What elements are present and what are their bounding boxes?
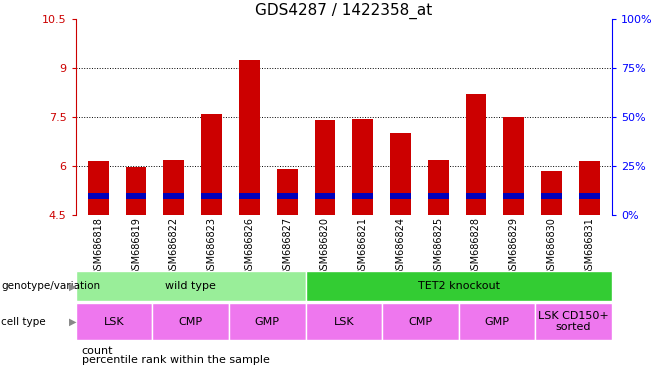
Bar: [315, 193, 336, 199]
Bar: [229, 303, 305, 340]
Bar: [88, 193, 109, 199]
Bar: [503, 117, 524, 215]
Text: LSK CD150+
sorted: LSK CD150+ sorted: [538, 311, 609, 333]
Text: LSK: LSK: [104, 316, 124, 327]
Bar: [390, 193, 411, 199]
Bar: [88, 161, 109, 215]
Text: genotype/variation: genotype/variation: [1, 281, 101, 291]
Bar: [76, 303, 152, 340]
Text: LSK: LSK: [334, 316, 354, 327]
Bar: [579, 193, 599, 199]
Bar: [579, 161, 599, 215]
Bar: [459, 303, 536, 340]
Bar: [201, 193, 222, 199]
Bar: [76, 271, 305, 301]
Bar: [466, 94, 486, 215]
Text: GSM686822: GSM686822: [169, 217, 179, 276]
Bar: [305, 271, 612, 301]
Text: percentile rank within the sample: percentile rank within the sample: [82, 355, 270, 365]
Bar: [201, 114, 222, 215]
Text: GSM686824: GSM686824: [395, 217, 405, 276]
Text: GSM686827: GSM686827: [282, 217, 292, 276]
Text: GSM686829: GSM686829: [509, 217, 519, 276]
Title: GDS4287 / 1422358_at: GDS4287 / 1422358_at: [255, 3, 432, 19]
Text: GMP: GMP: [255, 316, 280, 327]
Bar: [466, 193, 486, 199]
Text: GSM686828: GSM686828: [471, 217, 481, 276]
Text: TET2 knockout: TET2 knockout: [418, 281, 499, 291]
Bar: [152, 303, 229, 340]
Bar: [315, 121, 336, 215]
Text: ▶: ▶: [69, 316, 76, 327]
Text: wild type: wild type: [165, 281, 216, 291]
Bar: [541, 193, 562, 199]
Bar: [305, 303, 382, 340]
Text: GSM686831: GSM686831: [584, 217, 594, 276]
Bar: [352, 193, 373, 199]
Bar: [277, 193, 297, 199]
Bar: [536, 303, 612, 340]
Text: CMP: CMP: [178, 316, 203, 327]
Bar: [352, 119, 373, 215]
Bar: [428, 160, 449, 215]
Text: ▶: ▶: [69, 281, 76, 291]
Bar: [541, 171, 562, 215]
Text: GSM686818: GSM686818: [93, 217, 103, 276]
Bar: [382, 303, 459, 340]
Bar: [239, 193, 260, 199]
Bar: [126, 167, 147, 215]
Text: CMP: CMP: [409, 316, 432, 327]
Bar: [126, 193, 147, 199]
Bar: [239, 60, 260, 215]
Bar: [163, 160, 184, 215]
Text: GSM686820: GSM686820: [320, 217, 330, 276]
Bar: [428, 193, 449, 199]
Text: GSM686823: GSM686823: [207, 217, 216, 276]
Text: GMP: GMP: [484, 316, 509, 327]
Text: GSM686825: GSM686825: [433, 217, 443, 276]
Text: count: count: [82, 346, 113, 356]
Bar: [390, 134, 411, 215]
Bar: [503, 193, 524, 199]
Text: GSM686826: GSM686826: [244, 217, 255, 276]
Text: GSM686830: GSM686830: [547, 217, 557, 276]
Bar: [277, 169, 297, 215]
Text: GSM686821: GSM686821: [358, 217, 368, 276]
Bar: [163, 193, 184, 199]
Text: cell type: cell type: [1, 316, 46, 327]
Text: GSM686819: GSM686819: [131, 217, 141, 276]
